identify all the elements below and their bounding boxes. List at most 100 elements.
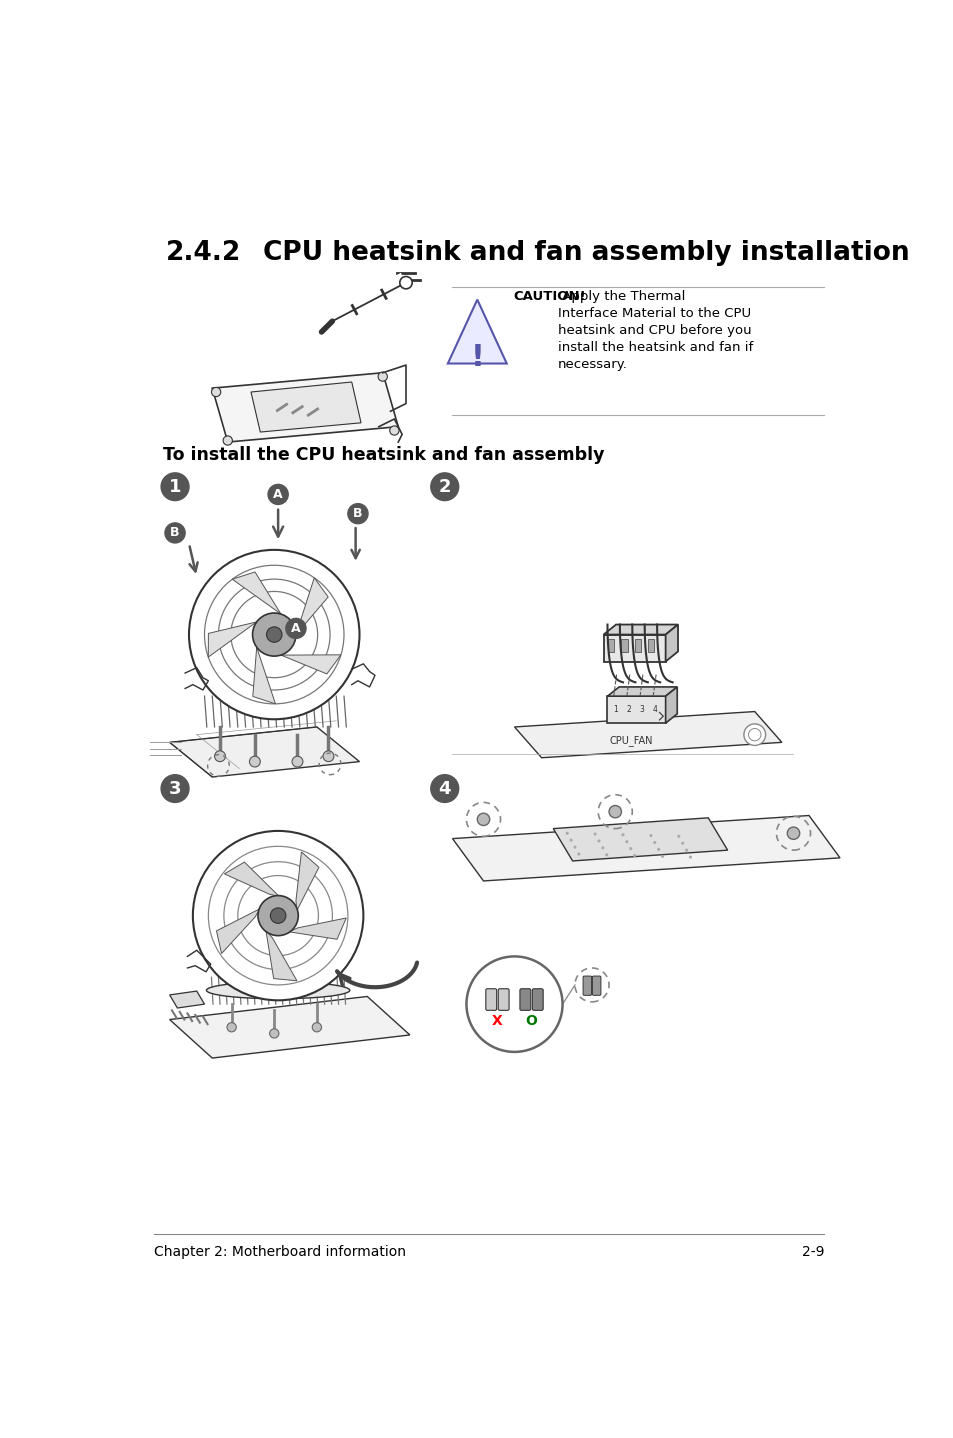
Circle shape xyxy=(161,473,189,500)
Polygon shape xyxy=(603,634,665,661)
Circle shape xyxy=(390,426,398,436)
Polygon shape xyxy=(603,624,678,634)
FancyBboxPatch shape xyxy=(519,989,530,1011)
Text: Apply the Thermal
Interface Material to the CPU
heatsink and CPU before you
inst: Apply the Thermal Interface Material to … xyxy=(558,290,752,371)
Polygon shape xyxy=(253,647,275,703)
Circle shape xyxy=(292,756,303,766)
Text: Chapter 2: Motherboard information: Chapter 2: Motherboard information xyxy=(154,1245,406,1260)
Polygon shape xyxy=(452,815,840,881)
Circle shape xyxy=(660,854,663,858)
Text: O: O xyxy=(525,1014,537,1028)
Circle shape xyxy=(270,1028,278,1038)
Circle shape xyxy=(227,1022,236,1032)
Circle shape xyxy=(657,848,659,851)
Polygon shape xyxy=(170,991,204,1008)
Circle shape xyxy=(677,835,679,838)
Polygon shape xyxy=(232,572,281,614)
FancyBboxPatch shape xyxy=(485,989,497,1011)
Ellipse shape xyxy=(206,982,350,999)
Circle shape xyxy=(466,956,562,1053)
Polygon shape xyxy=(170,728,359,777)
Circle shape xyxy=(212,387,220,397)
Circle shape xyxy=(270,907,286,923)
Text: CPU heatsink and fan assembly installation: CPU heatsink and fan assembly installati… xyxy=(262,240,908,266)
Circle shape xyxy=(684,848,687,851)
Circle shape xyxy=(348,503,368,523)
Circle shape xyxy=(604,853,608,856)
Text: B: B xyxy=(353,508,362,521)
Polygon shape xyxy=(289,917,346,939)
Circle shape xyxy=(624,840,628,843)
Circle shape xyxy=(431,775,458,802)
Circle shape xyxy=(620,833,624,837)
Polygon shape xyxy=(295,578,328,634)
Circle shape xyxy=(431,473,458,500)
Circle shape xyxy=(653,841,656,844)
Circle shape xyxy=(377,372,387,381)
Circle shape xyxy=(565,831,568,835)
Text: 2: 2 xyxy=(625,706,630,715)
Polygon shape xyxy=(212,372,397,441)
Circle shape xyxy=(608,805,620,818)
Circle shape xyxy=(633,854,636,857)
Text: 3: 3 xyxy=(169,779,181,798)
Circle shape xyxy=(253,613,295,656)
Text: 2.4.2: 2.4.2 xyxy=(166,240,241,266)
Circle shape xyxy=(476,814,489,825)
Circle shape xyxy=(312,1022,321,1032)
Polygon shape xyxy=(665,624,678,661)
FancyBboxPatch shape xyxy=(592,976,600,995)
Circle shape xyxy=(193,831,363,1001)
Polygon shape xyxy=(224,861,279,896)
Text: 1: 1 xyxy=(612,706,617,715)
Polygon shape xyxy=(251,383,360,431)
Text: 4: 4 xyxy=(652,706,657,715)
Circle shape xyxy=(573,846,576,848)
Circle shape xyxy=(223,436,233,446)
Text: 1: 1 xyxy=(169,477,181,496)
Text: A: A xyxy=(291,621,300,636)
Text: B: B xyxy=(171,526,179,539)
Circle shape xyxy=(266,627,282,643)
Text: 3: 3 xyxy=(639,706,643,715)
Circle shape xyxy=(649,834,652,837)
FancyBboxPatch shape xyxy=(647,638,654,651)
Text: 2-9: 2-9 xyxy=(801,1245,823,1260)
Polygon shape xyxy=(170,997,410,1058)
Text: !: ! xyxy=(470,342,484,372)
Polygon shape xyxy=(514,712,781,758)
Text: To install the CPU heatsink and fan assembly: To install the CPU heatsink and fan asse… xyxy=(163,446,604,464)
Circle shape xyxy=(268,485,288,505)
Circle shape xyxy=(399,276,412,289)
Circle shape xyxy=(600,847,604,850)
FancyBboxPatch shape xyxy=(608,638,614,651)
Circle shape xyxy=(786,827,799,840)
FancyBboxPatch shape xyxy=(497,989,509,1011)
Circle shape xyxy=(597,840,599,843)
Circle shape xyxy=(743,723,765,745)
Circle shape xyxy=(323,751,334,762)
Text: 4: 4 xyxy=(438,779,451,798)
Circle shape xyxy=(249,756,260,766)
Circle shape xyxy=(161,775,189,802)
Polygon shape xyxy=(447,299,506,364)
Circle shape xyxy=(569,838,572,841)
Circle shape xyxy=(593,833,596,835)
Polygon shape xyxy=(295,851,318,910)
Text: A: A xyxy=(273,487,283,500)
FancyBboxPatch shape xyxy=(582,976,591,995)
Circle shape xyxy=(257,896,298,936)
Polygon shape xyxy=(266,930,296,981)
Polygon shape xyxy=(208,621,256,657)
Circle shape xyxy=(189,549,359,719)
FancyBboxPatch shape xyxy=(634,638,640,651)
Circle shape xyxy=(165,523,185,544)
Circle shape xyxy=(680,841,683,844)
FancyBboxPatch shape xyxy=(532,989,542,1011)
Polygon shape xyxy=(553,818,727,861)
Polygon shape xyxy=(607,687,677,696)
Circle shape xyxy=(286,618,306,638)
Circle shape xyxy=(688,856,691,858)
Polygon shape xyxy=(281,654,340,674)
Circle shape xyxy=(577,853,579,856)
